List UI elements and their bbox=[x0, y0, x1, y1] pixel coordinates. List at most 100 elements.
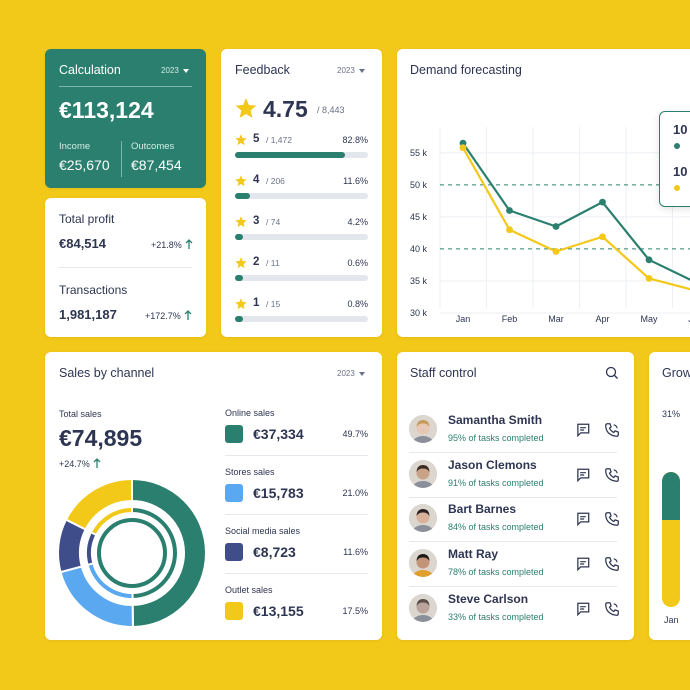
x-tick-label: Jan bbox=[456, 314, 471, 324]
y-tick-label: 50 k bbox=[410, 180, 428, 190]
phone-icon[interactable] bbox=[604, 467, 620, 483]
feedback-row-pct: 0.6% bbox=[347, 258, 368, 268]
chat-icon[interactable] bbox=[575, 467, 591, 483]
feedback-row-pct: 11.6% bbox=[343, 176, 368, 186]
staff-progress: 91% of tasks completed bbox=[448, 477, 544, 488]
feedback-row-bar bbox=[235, 193, 368, 199]
staff-row[interactable]: Matt Ray 78% of tasks completed bbox=[409, 546, 620, 590]
feedback-card: Feedback 2023 4.75 / 8,443 5 / 1,472 82.8%… bbox=[221, 49, 382, 337]
x-tick-label: Jun bbox=[688, 314, 690, 324]
total-profit-value: €84,514 bbox=[59, 236, 106, 251]
donut-inner-segment[interactable] bbox=[85, 530, 98, 567]
growth-month: Jan bbox=[664, 615, 679, 625]
chat-icon[interactable] bbox=[575, 422, 591, 438]
calculation-card: Calculation 2023 €113,124 Income €25,670… bbox=[45, 49, 206, 188]
demand-chart: 55 k 50 k 45 k 40 k 35 k 30 k Jan Feb Mar Apr May J… bbox=[410, 127, 690, 324]
series-1-point[interactable] bbox=[645, 256, 653, 264]
growth-card: Grow 31% Jan bbox=[649, 352, 690, 640]
series-2-point[interactable] bbox=[552, 248, 560, 255]
feedback-row: 2 / 11 0.6% bbox=[221, 256, 382, 296]
feedback-title: Feedback bbox=[235, 63, 290, 77]
sales-card: Sales by channel 2023 Total sales €74,89… bbox=[45, 352, 382, 640]
feedback-row: 3 / 74 4.2% bbox=[221, 215, 382, 255]
phone-icon[interactable] bbox=[604, 511, 620, 527]
series-2-point[interactable] bbox=[645, 275, 653, 282]
y-tick-label: 30 k bbox=[410, 308, 428, 318]
staff-row[interactable]: Samantha Smith 95% of tasks completed bbox=[409, 412, 620, 456]
series-2-point[interactable] bbox=[599, 233, 606, 241]
y-tick-label: 55 k bbox=[410, 148, 428, 158]
sales-year-label: 2023 bbox=[337, 369, 355, 378]
channel-label: Stores sales bbox=[225, 467, 275, 477]
avatar bbox=[409, 549, 437, 578]
channel-divider bbox=[225, 514, 368, 515]
staff-divider bbox=[409, 541, 617, 543]
feedback-row-bar-fill bbox=[235, 275, 243, 281]
outcomes-label: Outcomes bbox=[131, 141, 175, 152]
growth-bar-fill bbox=[662, 472, 680, 520]
x-tick-label: Feb bbox=[502, 314, 518, 324]
feedback-row-count: / 15 bbox=[266, 299, 281, 309]
staff-row[interactable]: Steve Carlson 33% of tasks completed bbox=[409, 591, 620, 635]
channel-pct: 11.6% bbox=[343, 547, 368, 557]
feedback-row-stars: 2 bbox=[253, 256, 260, 268]
total-profit-label: Total profit bbox=[59, 212, 115, 226]
sales-year-select[interactable]: 2023 bbox=[337, 369, 365, 378]
staff-progress: 95% of tasks completed bbox=[448, 433, 544, 443]
donut-outer-segment[interactable] bbox=[131, 477, 207, 626]
y-tick-label: 45 k bbox=[410, 212, 428, 222]
star-icon bbox=[235, 298, 247, 310]
feedback-row-bar-fill bbox=[235, 152, 346, 158]
chart-tooltip: 10 10 bbox=[659, 111, 690, 207]
demand-title: Demand forecasting bbox=[410, 63, 522, 77]
series-1-point[interactable] bbox=[552, 223, 560, 230]
outcomes-value: €87,454 bbox=[131, 157, 182, 173]
transactions-change-text: +172.7% bbox=[145, 310, 181, 321]
calculation-amount: €113,124 bbox=[59, 97, 154, 123]
avatar-image bbox=[409, 504, 437, 533]
transactions-value: 1,981,187 bbox=[59, 307, 117, 322]
star-icon bbox=[235, 175, 247, 187]
staff-row[interactable]: Jason Clemons 91% of tasks completed bbox=[409, 457, 620, 501]
x-tick-label: Mar bbox=[548, 314, 564, 324]
sales-donut-chart bbox=[57, 477, 207, 626]
donut-inner-segment[interactable] bbox=[89, 505, 133, 537]
channel-divider bbox=[225, 573, 368, 574]
avatar bbox=[409, 459, 437, 488]
feedback-year-select[interactable]: 2023 bbox=[337, 66, 365, 75]
phone-icon[interactable] bbox=[604, 601, 620, 617]
series-1-point[interactable] bbox=[506, 207, 513, 214]
calculation-year-select[interactable]: 2023 bbox=[161, 66, 189, 75]
avatar-image bbox=[409, 593, 437, 622]
staff-progress: 78% of tasks completed bbox=[448, 567, 544, 578]
series-2-point[interactable] bbox=[506, 226, 513, 234]
feedback-row: 5 / 1,472 82.8% bbox=[221, 133, 382, 173]
staff-name: Bart Barnes bbox=[448, 502, 517, 517]
phone-icon[interactable] bbox=[604, 556, 620, 572]
chat-icon[interactable] bbox=[575, 511, 591, 527]
sales-title: Sales by channel bbox=[59, 366, 155, 380]
staff-row[interactable]: Bart Barnes 84% of tasks completed bbox=[409, 501, 620, 545]
feedback-row-bar bbox=[235, 275, 368, 281]
feedback-row: 4 / 206 11.6% bbox=[221, 174, 382, 214]
total-sales-label: Total sales bbox=[59, 409, 102, 419]
staff-divider bbox=[409, 452, 617, 453]
transactions-label: Transactions bbox=[59, 283, 128, 297]
staff-name: Jason Clemons bbox=[448, 457, 537, 472]
staff-title: Staff control bbox=[410, 366, 477, 380]
total-sales-change-text: +24.7% bbox=[59, 458, 90, 469]
channel-color-swatch bbox=[225, 484, 243, 502]
avatar-image bbox=[409, 549, 437, 578]
search-icon[interactable] bbox=[605, 366, 619, 380]
chat-icon[interactable] bbox=[575, 601, 591, 617]
staff-name: Samantha Smith bbox=[448, 413, 543, 427]
rating-count: / 8,443 bbox=[317, 105, 345, 115]
series-2-point[interactable] bbox=[459, 144, 467, 152]
phone-icon[interactable] bbox=[604, 422, 620, 438]
staff-progress: 33% of tasks completed bbox=[448, 611, 544, 622]
feedback-row-count: / 74 bbox=[266, 217, 281, 227]
donut-outer-segment[interactable] bbox=[64, 477, 133, 531]
chat-icon[interactable] bbox=[575, 556, 591, 572]
series-1-point[interactable] bbox=[599, 198, 606, 206]
feedback-row: 1 / 15 0.8% bbox=[221, 297, 382, 337]
